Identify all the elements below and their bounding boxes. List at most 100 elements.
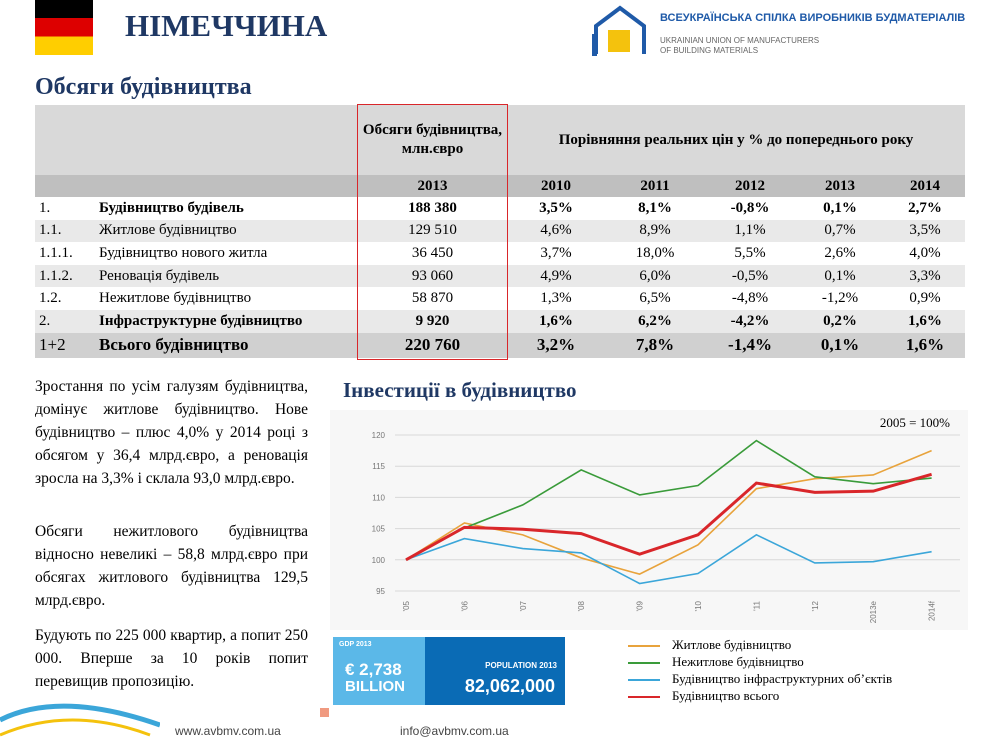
y-tick-label: 120 [372,431,386,440]
table-cell: 0,2% [795,309,885,333]
table-cell: -0,8% [730,199,770,216]
annotation: 2005 = 100% [880,415,950,430]
table-cell: 1.1.1. [39,244,73,261]
org-name-en: UKRAINIAN UNION OF MANUFACTURERS [660,36,820,45]
year-cell: 2013 [795,175,885,197]
table-cell: 6,2% [605,309,705,333]
x-tick-label: '07 [519,600,528,611]
population-box: POPULATION 2013 82,062,000 [425,637,565,705]
header-cell [35,105,358,175]
table-cell: 1,6% [507,309,605,333]
org-name-en: OF BUILDING MATERIALS [660,46,759,55]
header-cell: Порівняння реальних цін у % до попереднь… [507,105,965,175]
line [405,533,932,585]
paragraph: Зростання по усім галузям будівництва, д… [35,378,308,487]
table-cell: 0,1% [795,332,885,358]
table-cell: Всього будівництво [95,332,358,358]
table-cell: 0,7% [795,219,885,243]
legend-swatch [628,696,660,699]
footer-email: info@avbmv.com.ua [400,724,509,738]
population-label: POPULATION 2013 [485,661,557,670]
table-cell: 0,1% [795,264,885,288]
y-tick-label: 95 [376,587,385,596]
table-cell: 4,9% [507,264,605,288]
square [320,708,329,717]
y-tick-label: 105 [372,525,386,534]
table-cell: Житлове будівництво [95,219,358,243]
table-cell: 4,6% [507,219,605,243]
line [405,472,933,562]
table-cell: 8,9% [605,219,705,243]
table-cell: -4,8% [731,290,769,307]
table-cell: 7,8% [605,332,705,358]
org-name: ВСЕУКРАЇНСЬКА СПІЛКА ВИРОБНИКІВ БУДМАТЕР… [660,12,966,24]
y-tick-label: 100 [372,556,386,565]
legend-item: Будівництво інфраструктурних об’єктів [628,670,892,687]
table-cell: 3,7% [540,244,572,261]
paragraph: Будують по 225 000 квартир, а попит 250 … [35,627,308,690]
table-cell: 1.1.2. [35,264,95,288]
table-cell: 5,5% [734,244,766,261]
year-cell: 2012 [705,175,795,197]
gdp-label: GDP 2013 [339,641,372,648]
table-cell: 6,5% [639,290,671,307]
table-cell: 1+2 [35,332,95,358]
page-title: НІМЕЧЧИНА [125,8,328,43]
legend-label: Будівництво всього [672,688,780,703]
table-cell: 1. [39,199,51,216]
table-cell: 2,7% [908,199,942,216]
year-cell: 2014 [885,175,965,197]
table-cell: 3,5% [539,199,573,216]
flag [35,0,93,55]
plot-background [330,410,968,630]
swoosh [0,703,160,737]
table-cell: 18,0% [635,244,675,261]
legend-label: Будівництво інфраструктурних об’єктів [672,671,893,686]
x-tick-label: '08 [577,600,586,611]
y-tick-label: 110 [372,493,385,502]
table-cell: 220 760 [358,332,507,358]
table-cell: 1,6% [885,332,965,358]
table-cell: Інфраструктурне будівництво [95,309,358,333]
section-title: Обсяги будівництва [35,74,252,100]
gdp-value: € 2,738 [345,660,402,679]
table-cell: 1.2. [39,290,62,307]
table-row: 1.1.2. Реновація будівель 93 060 4,9% 6,0% -0… [35,264,965,288]
table: Обсяги будівництва, млн.євро Порівняння р… [35,105,965,358]
table-row: 1+2 Всього будівництво 220 760 3,2% 7,8% -1,4… [35,332,965,358]
paragraph: Обсяги нежитлового будівництва відносно … [35,523,308,609]
table-cell: 2. [35,309,95,333]
table-cell: 3,2% [507,332,605,358]
table-cell: Реновація будівель [95,264,358,288]
legend-swatch [628,662,660,665]
x-tick-label: '06 [460,600,469,611]
gdp-box: GDP 2013 € 2,738 BILLION [333,637,425,705]
table-cell: 2,6% [824,244,856,261]
table-cell: -0,5% [705,264,795,288]
legend-swatch [628,679,660,682]
table-cell: 3,5% [885,219,965,243]
table-cell: Будівництво нового житла [99,244,268,261]
x-tick-label: '10 [694,600,703,611]
logo [592,5,646,56]
legend-label: Нежитлове будівництво [672,654,804,669]
table-row: 1.2. Нежитлове будівництво 58 870 1,3% 6,5% -… [35,287,965,310]
table-cell: Нежитлове будівництво [99,290,252,307]
table-cell: 1,3% [540,290,572,307]
legend-swatch [628,645,660,648]
table-cell: 1.1. [35,219,95,243]
table-row: 1. Будівництво будівель 188 380 3,5% 8,1% -0,… [35,197,965,220]
table-cell: -4,2% [705,309,795,333]
population-value: 82,062,000 [464,676,555,696]
year-cell: 2013 [358,175,507,197]
table-cell: 4,0% [909,244,941,261]
table-row: 2. Інфраструктурне будівництво 9 920 1,6% 6,… [35,309,965,333]
year-cell: 2011 [605,175,705,197]
table-cell: 129 510 [358,219,507,243]
header-cell [35,175,358,197]
table-cell: -1,4% [705,332,795,358]
table-cell: 36 450 [411,244,454,261]
chart-title: Інвестиції в будівництво [343,378,577,402]
table-cell: 8,1% [638,199,672,216]
table-cell: 6,0% [605,264,705,288]
